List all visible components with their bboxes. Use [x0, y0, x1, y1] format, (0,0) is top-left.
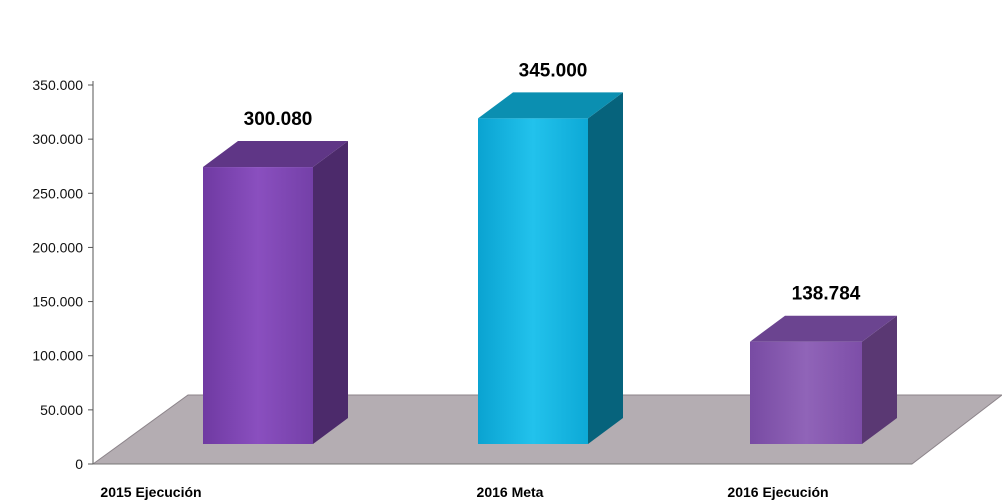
y-tick-label: 150.000: [32, 294, 83, 310]
bar-3: [750, 315, 897, 444]
bar-front: [203, 167, 313, 445]
bar-front: [478, 118, 588, 445]
bar-2: [478, 92, 623, 445]
y-tick-label: 0: [75, 456, 83, 472]
x-category-label: 2015 Ejecución: [100, 484, 201, 500]
bar-side: [862, 315, 897, 444]
y-tick-label: 350.000: [32, 77, 83, 93]
bar-side: [588, 92, 623, 445]
y-tick-label: 250.000: [32, 185, 83, 201]
bar-top: [750, 315, 897, 342]
bar-value-label: 300.080: [244, 109, 313, 130]
bar-value-label: 138.784: [792, 284, 861, 305]
x-category-label: 2016 Meta: [477, 484, 544, 500]
x-category-label: 2016 Ejecución: [727, 484, 828, 500]
bar-front: [750, 341, 862, 444]
bar-top: [203, 141, 348, 168]
y-tick-label: 200.000: [32, 239, 83, 255]
bar-top: [478, 92, 623, 119]
y-tick-label: 300.000: [32, 131, 83, 147]
bar-side: [313, 141, 348, 445]
bar-1: [203, 141, 348, 445]
bar-value-label: 345.000: [519, 60, 588, 81]
y-tick-label: 50.000: [40, 402, 83, 418]
y-tick-label: 100.000: [32, 348, 83, 364]
